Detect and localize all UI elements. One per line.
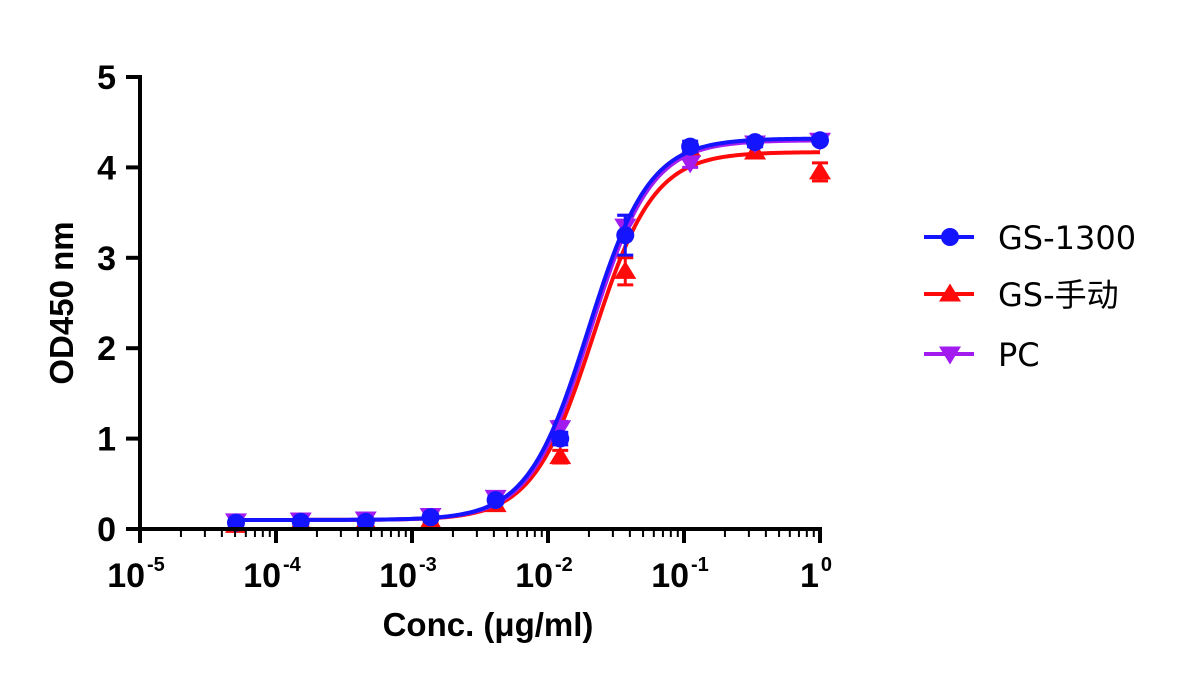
legend-item-2: PC <box>924 336 1040 374</box>
x-tick-label-4: 10 -1 <box>651 554 709 595</box>
series-0-point-6 <box>616 226 635 245</box>
y-axis-title: OD450 nm <box>43 221 80 384</box>
x-tick-exponent-2: -3 <box>419 554 437 576</box>
plot-area <box>224 131 831 533</box>
series-2-point-7 <box>679 155 702 174</box>
x-tick-label-0: 10 -5 <box>107 554 165 595</box>
series-1-point-6 <box>614 260 637 279</box>
legend-item-0: GS-1300 <box>924 219 1136 257</box>
legend: GS-1300 GS-手动 PC <box>924 219 1136 374</box>
legend-marker-1 <box>939 283 961 302</box>
legend-label-2: PC <box>998 336 1040 374</box>
series-0-fit-curve <box>236 136 821 522</box>
x-tick-exponent-0: -5 <box>147 554 165 576</box>
legend-item-1: GS-手动 <box>924 276 1119 314</box>
series-0-point-4 <box>486 491 505 510</box>
y-tick-label-5: 5 <box>97 59 116 97</box>
x-tick-base-0: 10 <box>107 557 145 595</box>
series-1-point-9 <box>809 161 831 180</box>
legend-label-0: GS-1300 <box>998 219 1136 257</box>
x-tick-base-4: 10 <box>651 557 689 595</box>
series-0-point-7 <box>681 137 700 156</box>
series-0-point-1 <box>291 512 310 531</box>
x-tick-label-1: 10 -4 <box>243 554 301 595</box>
series-0-point-2 <box>356 512 375 531</box>
y-tick-label-4: 4 <box>97 149 116 187</box>
x-tick-exponent-3: -2 <box>555 554 573 576</box>
legend-marker-0 <box>941 228 959 246</box>
legend-marker-2 <box>939 346 961 365</box>
series-0-point-8 <box>746 133 765 152</box>
x-tick-base-3: 10 <box>515 557 553 595</box>
series-0-point-5 <box>551 429 570 448</box>
series-1-point-5 <box>549 446 572 465</box>
series-0-point-9 <box>811 131 829 150</box>
x-tick-exponent-1: -4 <box>283 554 302 576</box>
x-axis-title: Conc. (μg/ml) <box>383 606 594 643</box>
y-tick-label-1: 1 <box>97 421 116 459</box>
legend-label-1: GS-手动 <box>998 276 1119 314</box>
series-0-group <box>226 131 829 532</box>
x-tick-exponent-5: 0 <box>821 554 832 576</box>
x-tick-base-5: 1 <box>800 557 819 595</box>
x-tick-exponent-4: -1 <box>691 554 709 576</box>
series-1-fit-curve <box>236 150 821 522</box>
y-tick-label-0: 0 <box>97 511 116 549</box>
x-tick-base-2: 10 <box>379 557 417 595</box>
x-tick-label-3: 10 -2 <box>515 554 573 595</box>
series-0-point-3 <box>421 508 440 527</box>
y-tick-label-3: 3 <box>97 240 116 278</box>
y-tick-label-2: 2 <box>97 330 116 368</box>
x-tick-base-1: 10 <box>243 557 281 595</box>
x-tick-label-2: 10 -3 <box>379 554 437 595</box>
series-2-fit-curve <box>236 138 821 522</box>
